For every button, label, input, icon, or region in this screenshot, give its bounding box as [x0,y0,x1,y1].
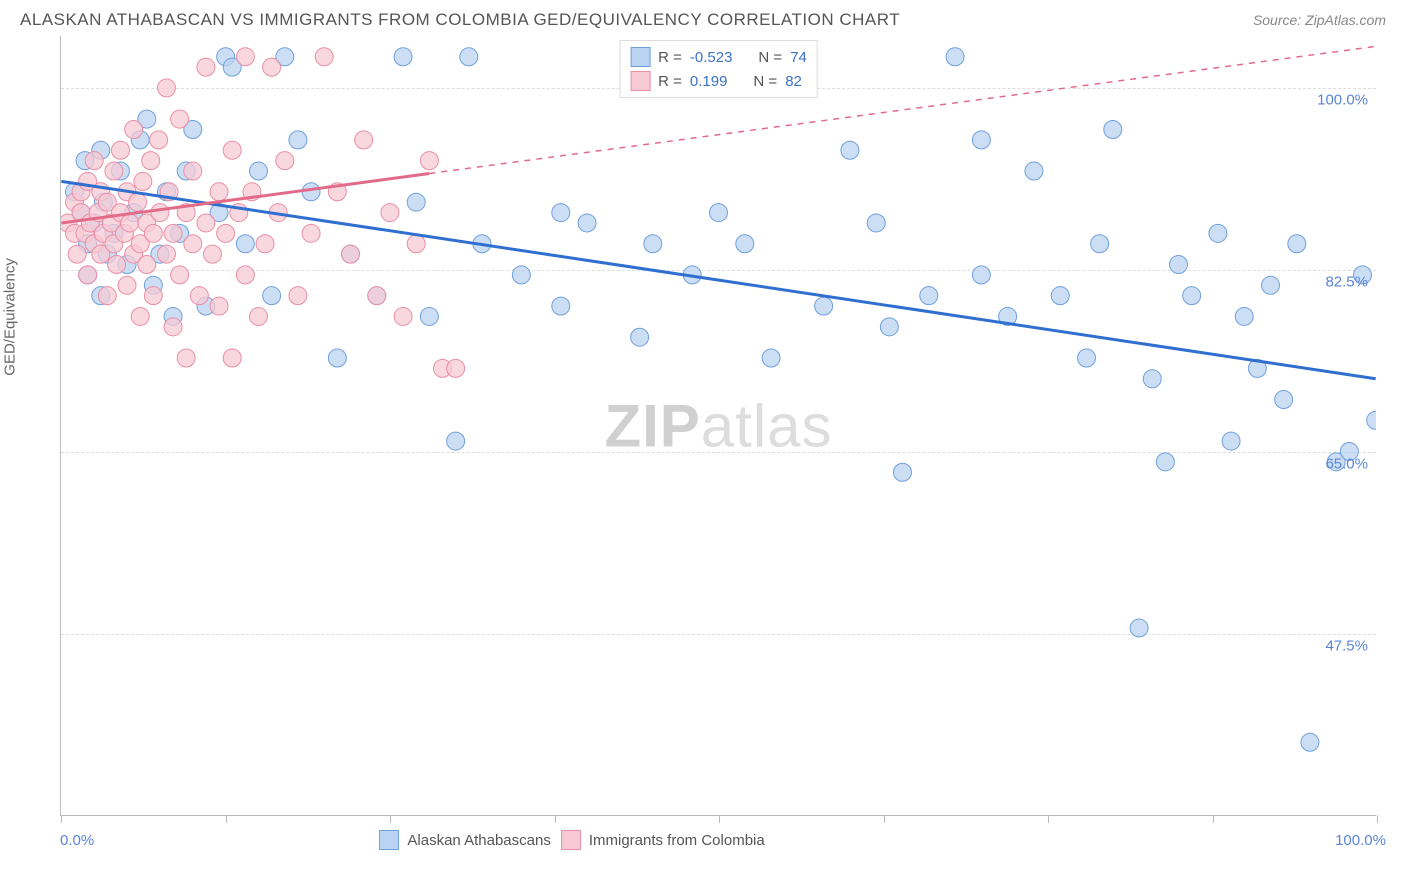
x-axis-min-label: 0.0% [60,832,94,849]
y-tick-label: 65.0% [1325,456,1368,473]
x-tick [719,815,720,823]
x-tick [884,815,885,823]
x-tick [1213,815,1214,823]
legend-swatch-b [630,71,650,91]
legend-row-series-a: R = -0.523 N = 74 [630,45,807,69]
legend-row-series-b: R = 0.199 N = 82 [630,69,807,93]
y-tick-label: 82.5% [1325,274,1368,291]
legend-swatch-a2 [379,830,399,850]
r-value-a: -0.523 [690,49,733,66]
r-value-b: 0.199 [690,73,728,90]
source-attribution: Source: ZipAtlas.com [1253,12,1386,28]
x-tick [61,815,62,823]
legend-swatch-a [630,47,650,67]
x-tick [1377,815,1378,823]
series-legend: Alaskan Athabascans Immigrants from Colo… [379,830,764,850]
legend-swatch-b2 [561,830,581,850]
correlation-legend: R = -0.523 N = 74 R = 0.199 N = 82 [619,40,818,98]
y-tick-label: 100.0% [1317,92,1368,109]
x-tick [555,815,556,823]
y-tick-label: 47.5% [1325,638,1368,655]
x-tick [390,815,391,823]
x-axis-max-label: 100.0% [1335,832,1386,849]
y-axis-label: GED/Equivalency [2,258,19,376]
x-tick [226,815,227,823]
x-tick [1048,815,1049,823]
plot-svg-layer [61,36,1376,815]
chart-title: ALASKAN ATHABASCAN VS IMMIGRANTS FROM CO… [20,10,900,30]
legend-item-b: Immigrants from Colombia [561,830,765,850]
scatter-plot: ZIPatlas R = -0.523 N = 74 R = 0.199 N =… [60,36,1376,816]
n-value-b: 82 [785,73,802,90]
n-value-a: 74 [790,49,807,66]
legend-item-a: Alaskan Athabascans [379,830,550,850]
